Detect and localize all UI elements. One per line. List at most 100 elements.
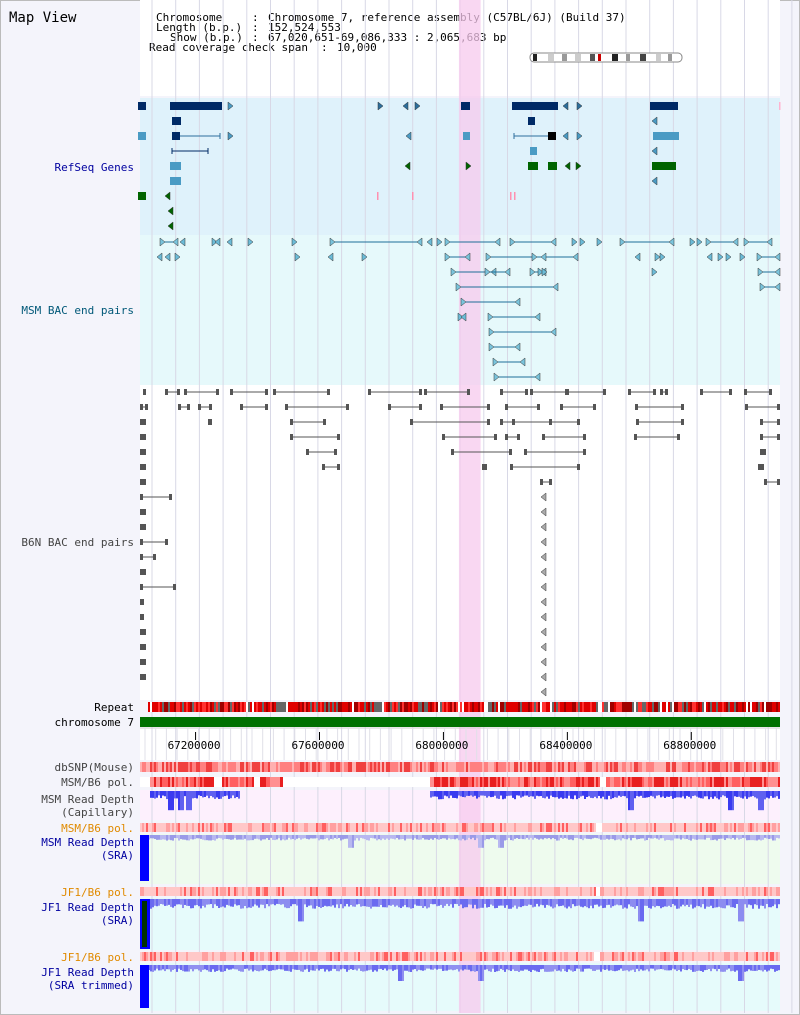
- heat-cell: [584, 777, 586, 787]
- heat-cell: [142, 887, 144, 896]
- heat-cell: [688, 762, 690, 772]
- heat-cell: [392, 823, 394, 832]
- depth-bar: [408, 899, 410, 908]
- heat-cell: [456, 762, 458, 772]
- repeat-segment: [482, 702, 484, 712]
- msm-bac-track[interactable]: [156, 237, 781, 382]
- heat-cell: [556, 777, 558, 787]
- depth-bar: [732, 791, 734, 811]
- heat-cell: [704, 887, 706, 896]
- label-jf1-b6-pol-2: JF1/B6 pol.: [61, 951, 134, 964]
- heat-cell: [640, 823, 642, 832]
- depth-bar: [768, 965, 770, 971]
- repeat-segment: [462, 702, 464, 712]
- depth-bar: [458, 835, 460, 841]
- b6n-bac-track[interactable]: [140, 389, 780, 697]
- depth-bar: [302, 835, 304, 839]
- heat-cell: [378, 762, 380, 772]
- depth-bar: [254, 965, 256, 971]
- heat-cell: [272, 952, 274, 961]
- chromosome-bar[interactable]: [140, 717, 780, 727]
- refseq-genes-track[interactable]: [138, 101, 781, 231]
- heat-cell: [666, 762, 668, 772]
- heat-cell: [182, 952, 184, 961]
- depth-bar: [706, 791, 708, 797]
- read-depth-tracks[interactable]: [140, 791, 780, 1008]
- depth-bar: [586, 791, 588, 798]
- depth-bar: [444, 899, 446, 906]
- refseq-gene-block: [528, 162, 538, 170]
- heat-cell: [690, 952, 692, 961]
- depth-bar: [560, 965, 562, 972]
- depth-bar: [446, 835, 448, 840]
- heat-cell: [650, 777, 652, 787]
- depth-bar: [522, 899, 524, 907]
- heat-cell: [250, 762, 252, 772]
- depth-bar: [290, 899, 292, 907]
- heat-cell: [524, 887, 526, 896]
- refseq-gene-block: [512, 102, 558, 110]
- repeat-segment: [188, 702, 190, 712]
- repeat-segment: [672, 702, 674, 712]
- heat-cell: [482, 952, 484, 961]
- heat-cell: [460, 823, 462, 832]
- heat-cell: [544, 887, 546, 896]
- heat-cell: [360, 823, 362, 832]
- depth-bar: [408, 835, 410, 839]
- heat-cell: [332, 952, 334, 961]
- msm-bac-end: [514, 297, 521, 307]
- repeat-segment: [364, 702, 366, 712]
- b6n-bac-end: [327, 389, 330, 395]
- depth-bar: [772, 835, 774, 841]
- depth-bar: [746, 899, 748, 908]
- heat-cell: [590, 762, 592, 772]
- depth-bar: [300, 835, 302, 840]
- depth-bar: [520, 791, 522, 798]
- heat-cell: [194, 823, 196, 832]
- heat-cell: [616, 777, 618, 787]
- heat-cell: [342, 823, 344, 832]
- heat-cell: [656, 823, 658, 832]
- heat-cell: [704, 777, 706, 787]
- msm-bac-end: [514, 342, 521, 352]
- chromosome-ideogram[interactable]: [529, 52, 683, 63]
- highlight-region[interactable]: [458, 0, 481, 1013]
- label-jf1-depth-sra-1: JF1 Read Depth: [41, 901, 134, 914]
- repeat-track[interactable]: [148, 702, 780, 712]
- b6n-bac-end: [140, 644, 143, 650]
- b6n-bac-end: [143, 629, 146, 635]
- depth-bar: [288, 899, 290, 909]
- depth-bar: [714, 965, 716, 970]
- depth-bar: [716, 899, 718, 908]
- depth-bar: [618, 791, 620, 796]
- polymorphism-heat-tracks[interactable]: [140, 762, 780, 961]
- heat-cell: [244, 777, 246, 787]
- b6n-bac-end: [660, 389, 663, 395]
- repeat-segment: [628, 702, 630, 712]
- heat-cell: [554, 952, 556, 961]
- heat-cell: [714, 762, 716, 772]
- b6n-bac-end: [198, 404, 201, 410]
- heat-cell: [758, 777, 760, 787]
- depth-bar: [486, 899, 488, 908]
- depth-bar: [286, 835, 288, 840]
- heat-cell: [194, 777, 196, 787]
- heat-cell: [390, 823, 392, 832]
- heat-cell: [506, 762, 508, 772]
- heat-cell: [514, 952, 516, 961]
- heat-cell: [154, 952, 156, 961]
- heat-cell: [378, 952, 380, 961]
- depth-bar: [752, 965, 754, 971]
- depth-bar: [490, 965, 492, 972]
- heat-cell: [206, 952, 208, 961]
- b6n-bac-end: [745, 404, 748, 410]
- heat-cell: [278, 823, 280, 832]
- heat-cell: [242, 777, 244, 787]
- msm-bac-end: [156, 252, 163, 262]
- depth-bar: [614, 899, 616, 906]
- heat-cell: [666, 887, 668, 896]
- heat-cell: [266, 952, 268, 961]
- refseq-gene-block: [528, 117, 535, 125]
- depth-bar: [748, 965, 750, 970]
